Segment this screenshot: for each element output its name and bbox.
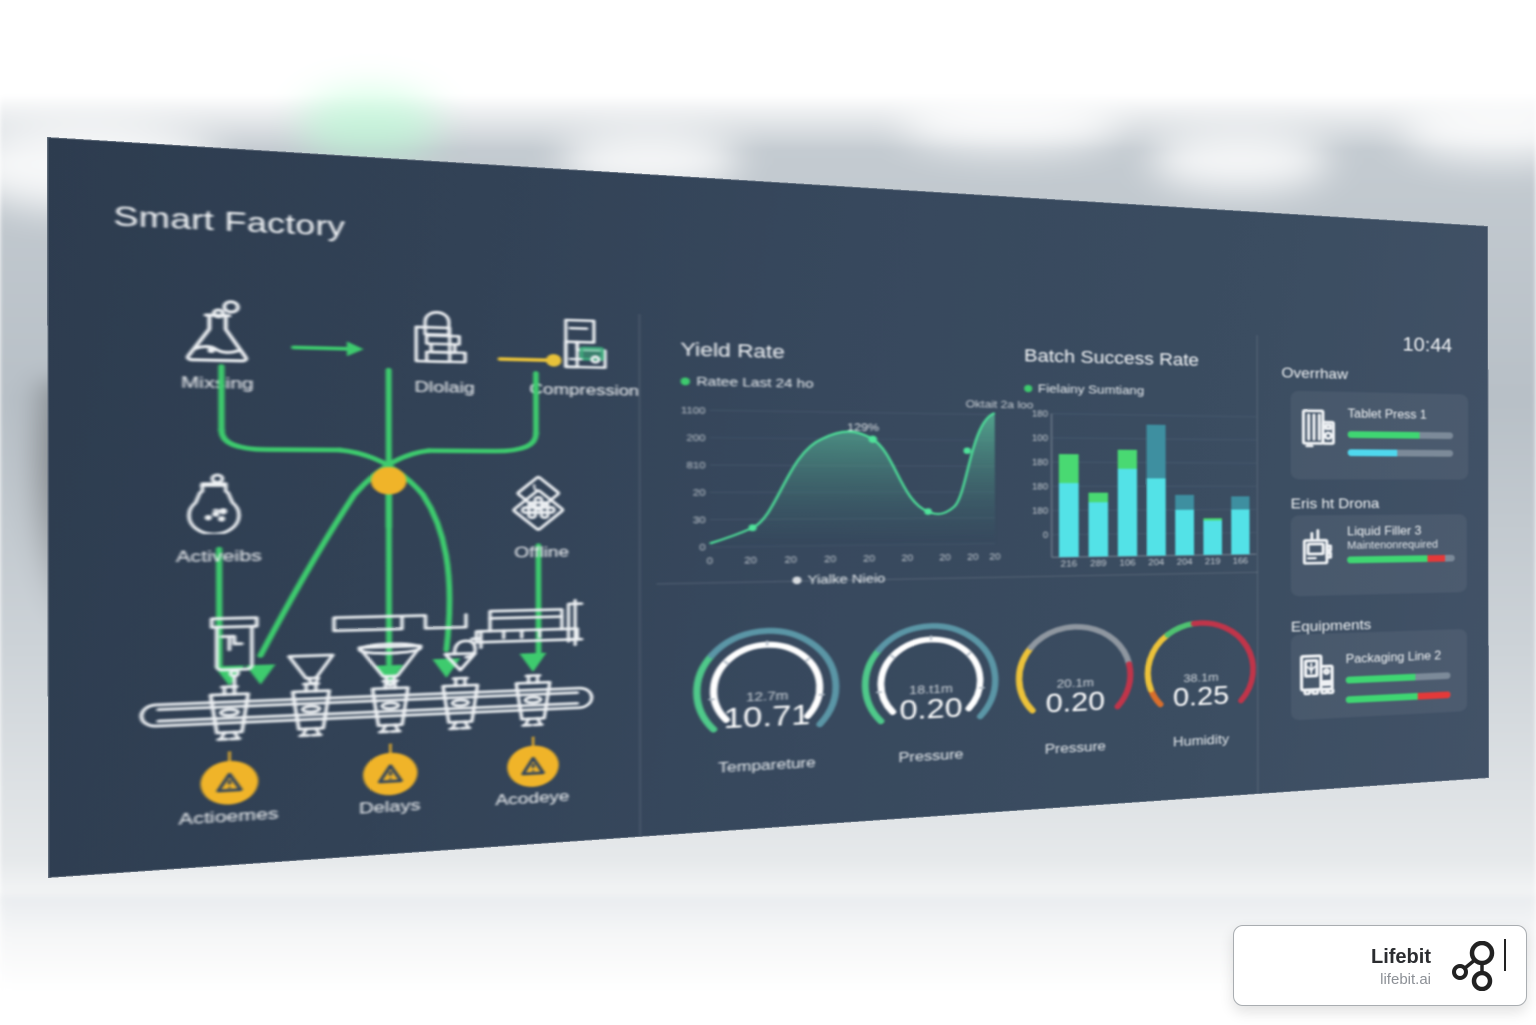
svg-text:106: 106 [1119, 557, 1135, 567]
svg-text:180: 180 [1032, 482, 1048, 492]
svg-text:0: 0 [707, 555, 713, 566]
svg-text:20: 20 [939, 552, 950, 563]
svg-text:180: 180 [1032, 409, 1048, 419]
svg-text:20: 20 [744, 555, 756, 566]
svg-text:20: 20 [693, 487, 706, 498]
svg-text:810: 810 [687, 459, 706, 470]
svg-text:129%: 129% [847, 421, 879, 433]
svg-text:1100: 1100 [681, 405, 705, 416]
svg-text:0.20: 0.20 [899, 692, 962, 726]
svg-text:180: 180 [1032, 506, 1048, 516]
svg-text:289: 289 [1090, 558, 1106, 568]
svg-text:219: 219 [1205, 556, 1221, 566]
svg-text:20: 20 [785, 554, 797, 565]
svg-text:10.71: 10.71 [723, 698, 810, 735]
svg-text:204: 204 [1177, 557, 1193, 567]
svg-text:100: 100 [1032, 433, 1048, 443]
svg-text:20: 20 [863, 553, 875, 564]
svg-text:20: 20 [989, 551, 1000, 562]
svg-text:204: 204 [1148, 557, 1164, 567]
svg-text:0: 0 [699, 542, 705, 553]
svg-text:20: 20 [967, 551, 978, 562]
svg-text:0.25: 0.25 [1173, 680, 1229, 712]
svg-text:180: 180 [1032, 458, 1048, 468]
svg-text:20: 20 [902, 552, 914, 563]
svg-text:20: 20 [824, 553, 836, 564]
svg-text:0.20: 0.20 [1046, 685, 1105, 718]
svg-text:166: 166 [1233, 556, 1248, 566]
svg-text:200: 200 [686, 432, 705, 443]
svg-text:216: 216 [1061, 558, 1078, 567]
svg-text:30: 30 [693, 514, 706, 525]
svg-text:0: 0 [1043, 530, 1048, 540]
